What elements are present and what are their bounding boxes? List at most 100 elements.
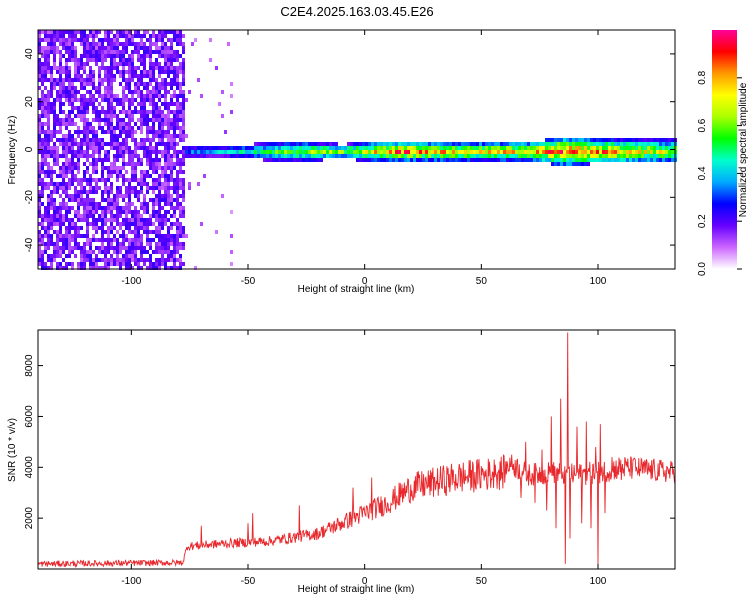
- spectrogram-cell: [365, 154, 368, 158]
- spectrogram-cell: [179, 62, 182, 66]
- spectrogram-cell: [461, 146, 464, 150]
- spectrogram-cell: [137, 54, 140, 58]
- spectrogram-cell: [359, 150, 362, 154]
- spectrogram-cell: [311, 150, 314, 154]
- spectrogram-cell: [527, 154, 530, 158]
- spectrogram-cell: [65, 94, 68, 98]
- spectrogram-cell: [146, 46, 149, 50]
- spectrogram-cell: [167, 218, 170, 222]
- spectrogram-cell: [113, 234, 116, 238]
- spectrogram-cell: [110, 114, 113, 118]
- spectrogram-cell: [158, 246, 161, 250]
- spectrogram-cell: [50, 102, 53, 106]
- spectrogram-cell: [50, 254, 53, 258]
- spectrogram-cell: [143, 114, 146, 118]
- spectrogram-cell: [557, 162, 560, 166]
- spectrogram-cell: [98, 246, 101, 250]
- spectrogram-cell: [101, 50, 104, 54]
- spectrogram-cell: [116, 142, 119, 146]
- spectrogram-cell: [50, 178, 53, 182]
- spectrogram-cell: [56, 190, 59, 194]
- spectrogram-cell: [593, 146, 596, 150]
- spectrogram-cell: [155, 198, 158, 202]
- spectrogram-cell: [446, 150, 449, 154]
- spectrogram-cell: [38, 210, 41, 214]
- spectrogram-cell: [575, 162, 578, 166]
- snr-background: [38, 330, 675, 569]
- spectrogram-cell: [170, 62, 173, 66]
- spectrogram-cell: [125, 226, 128, 230]
- spectrogram-cell: [125, 70, 128, 74]
- spectrogram-cell: [170, 98, 173, 102]
- spectrogram-cell: [122, 234, 125, 238]
- spectrogram-cell: [629, 154, 632, 158]
- spectrogram-cell: [365, 158, 368, 162]
- spectrogram-cell: [47, 106, 50, 110]
- spectrogram-cell: [167, 50, 170, 54]
- spectrogram-cell: [44, 66, 47, 70]
- spectrogram-cell: [131, 238, 134, 242]
- spectrogram-cell: [65, 70, 68, 74]
- spectrogram-cell: [404, 150, 407, 154]
- spectrogram-cell: [77, 266, 80, 270]
- spectrogram-cell: [140, 82, 143, 86]
- spectrogram-cell: [59, 210, 62, 214]
- spectrogram-cell: [53, 142, 56, 146]
- spectrogram-cell: [80, 266, 83, 270]
- spectrogram-cell: [569, 162, 572, 166]
- spectrogram-cell: [461, 142, 464, 146]
- spectrogram-cell: [53, 214, 56, 218]
- spectrogram-cell: [137, 182, 140, 186]
- spectrogram-cell: [371, 142, 374, 146]
- spectrogram-cell: [104, 186, 107, 190]
- spectrogram-cell: [578, 150, 581, 154]
- spectrogram-cell: [134, 90, 137, 94]
- spectrogram-cell: [38, 102, 41, 106]
- spectrogram-cell: [116, 46, 119, 50]
- spectrogram-cell: [662, 138, 665, 142]
- spectrogram-cell: [140, 70, 143, 74]
- spectrogram-cell: [290, 150, 293, 154]
- spectrogram-cell: [455, 158, 458, 162]
- spectrogram-cell: [119, 62, 122, 66]
- spectrogram-cell: [641, 150, 644, 154]
- spectrogram-cell: [155, 266, 158, 270]
- spectrogram-cell: [182, 62, 185, 66]
- spectrogram-cell: [269, 146, 272, 150]
- spectrogram-cell: [77, 226, 80, 230]
- spectrogram-cell: [62, 178, 65, 182]
- spectrogram-cell: [539, 146, 542, 150]
- spectrogram-cell: [140, 142, 143, 146]
- spectrogram-cell: [47, 62, 50, 66]
- spectrogram-cell: [443, 146, 446, 150]
- spectrogram-cell: [83, 190, 86, 194]
- spectrogram-cell: [149, 94, 152, 98]
- spectrogram-cell: [464, 154, 467, 158]
- spectrogram-cell: [83, 254, 86, 258]
- spectrogram-cell: [425, 150, 428, 154]
- spectrogram-cell: [155, 234, 158, 238]
- spectrogram-cell: [68, 242, 71, 246]
- spectrogram-cell: [77, 206, 80, 210]
- spectrogram-cell: [188, 186, 191, 190]
- spectrogram-cell: [119, 74, 122, 78]
- spectrogram-cell: [41, 110, 44, 114]
- spectrogram-cell: [59, 266, 62, 270]
- spectrogram-cell: [161, 66, 164, 70]
- spectrogram-cell: [161, 242, 164, 246]
- spectrogram-cell: [293, 150, 296, 154]
- spectrogram-cell: [173, 222, 176, 226]
- spectrogram-cell: [86, 222, 89, 226]
- x-tick-label: -100: [121, 276, 141, 287]
- spectrogram-cell: [575, 150, 578, 154]
- x-tick-label: 100: [590, 576, 607, 587]
- spectrogram-cell: [134, 106, 137, 110]
- spectrogram-cell: [161, 142, 164, 146]
- spectrogram-cell: [41, 194, 44, 198]
- spectrogram-cell: [101, 242, 104, 246]
- spectrogram-cell: [113, 202, 116, 206]
- spectrogram-cell: [167, 122, 170, 126]
- spectrogram-cell: [92, 210, 95, 214]
- spectrogram-cell: [437, 142, 440, 146]
